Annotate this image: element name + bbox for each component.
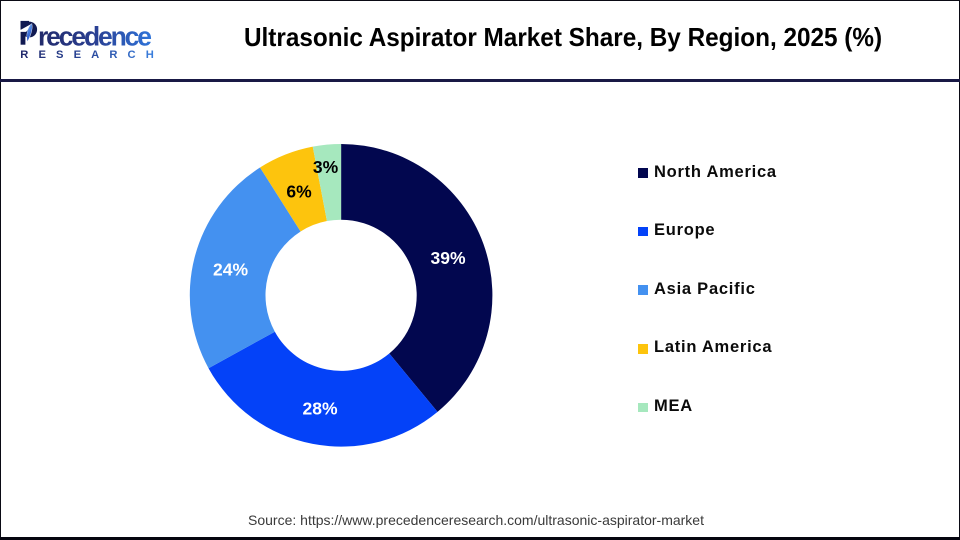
svg-text:6%: 6% [286, 182, 312, 202]
svg-text:RESEARCH: RESEARCH [20, 49, 164, 61]
svg-text:39%: 39% [430, 248, 465, 268]
svg-text:28%: 28% [302, 399, 337, 419]
svg-text:24%: 24% [213, 259, 248, 279]
svg-text:3%: 3% [313, 157, 339, 177]
svg-text:recedence: recedence [38, 22, 152, 52]
